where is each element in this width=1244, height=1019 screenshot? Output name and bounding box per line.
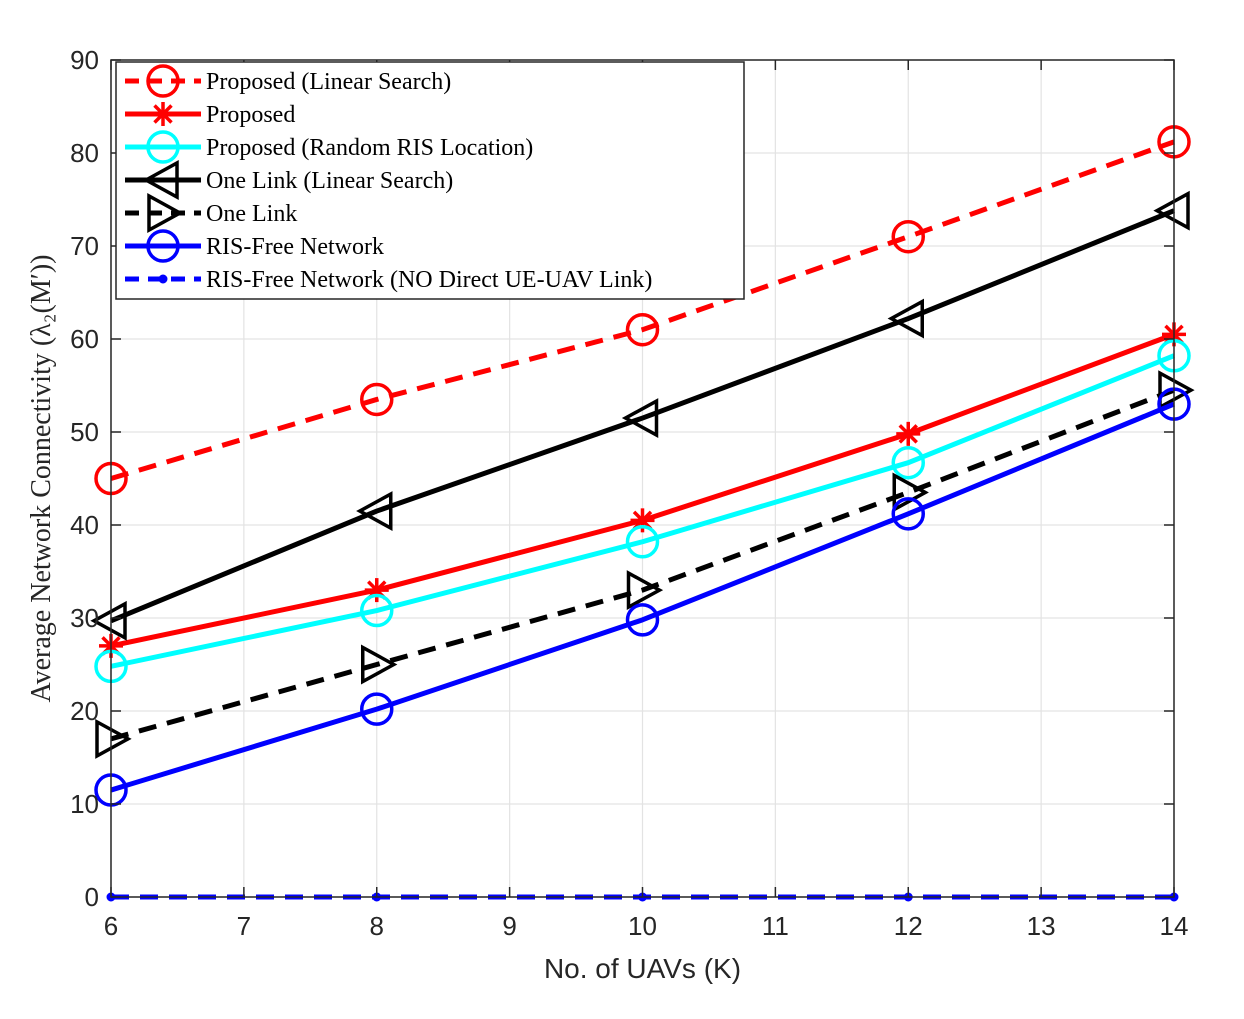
legend-label: Proposed	[206, 102, 295, 128]
x-tick-label: 8	[370, 911, 384, 941]
data-point	[360, 593, 394, 628]
y-tick-label: 10	[70, 789, 99, 819]
legend-item: One Link	[125, 193, 297, 233]
data-point	[625, 312, 660, 347]
y-tick-label: 60	[70, 324, 99, 354]
asterisk-stroke	[153, 104, 173, 124]
x-axis-label: No. of UAVs (K)	[544, 953, 741, 984]
data-point	[90, 600, 127, 641]
series-line	[110, 387, 1175, 742]
y-axis-label: Average Network Connectivity (λ₂(M′))	[26, 254, 57, 702]
legend-item: RIS-Free Network (NO Direct UE-UAV Link)	[125, 267, 652, 293]
legend-marker	[146, 64, 180, 98]
legend-marker	[158, 274, 168, 284]
data-point	[625, 603, 660, 637]
legend-item: Proposed	[125, 102, 295, 128]
series-line	[110, 401, 1175, 793]
legend-label: One Link (Linear Search)	[206, 168, 453, 194]
data-point	[95, 718, 132, 759]
legend-marker	[146, 229, 180, 263]
y-tick-label: 70	[70, 231, 99, 261]
data-point	[356, 491, 393, 532]
x-tick-label: 7	[237, 911, 251, 941]
series-4	[95, 370, 1195, 759]
legend-item: Proposed (Random RIS Location)	[125, 130, 533, 164]
legend-marker	[151, 102, 175, 126]
legend-label: One Link	[206, 201, 297, 227]
y-tick-label: 20	[70, 696, 99, 726]
data-point	[360, 382, 394, 417]
legend-marker	[147, 193, 184, 233]
x-tick-label: 9	[502, 911, 516, 941]
x-tick-label: 6	[104, 911, 118, 941]
legend-marker	[146, 130, 180, 164]
data-point	[887, 298, 924, 339]
data-point	[891, 445, 925, 480]
legend-item: One Link (Linear Search)	[125, 160, 453, 200]
x-tick-label: 10	[628, 911, 657, 941]
data-point	[891, 497, 925, 531]
legend-item: Proposed (Linear Search)	[125, 64, 451, 98]
data-point	[625, 524, 660, 559]
x-tick-label: 12	[894, 911, 923, 941]
data-point	[896, 421, 921, 446]
y-tick-label: 40	[70, 510, 99, 540]
x-tick-label: 11	[762, 911, 789, 941]
data-point	[361, 644, 398, 685]
data-point	[891, 219, 925, 254]
data-point	[1153, 190, 1190, 231]
data-point	[626, 570, 664, 611]
y-tick-label: 80	[70, 138, 99, 168]
y-tick-label: 0	[85, 882, 99, 912]
series-line	[110, 353, 1175, 669]
axis-ticks: 6 7 8 9 10 11 12 13 14 0 10 20 30 40 50 60 70 80 90	[70, 45, 1188, 941]
legend-label: RIS-Free Network	[206, 234, 384, 260]
series-line	[110, 139, 1175, 481]
legend: Proposed (Linear Search) Proposed Proposed…	[115, 61, 745, 300]
data-point	[360, 692, 394, 726]
legend-label: Proposed (Linear Search)	[206, 69, 451, 95]
y-tick-label: 30	[70, 603, 99, 633]
legend-label: Proposed (Random RIS Location)	[206, 135, 533, 161]
legend-label: RIS-Free Network (NO Direct UE-UAV Link)	[206, 267, 652, 293]
series-line	[110, 208, 1175, 624]
legend-item: RIS-Free Network	[125, 229, 384, 263]
data-point	[621, 398, 659, 439]
data-point	[1158, 370, 1195, 411]
legend-box	[115, 61, 745, 300]
x-tick-label: 13	[1027, 911, 1056, 941]
x-tick-label: 14	[1160, 911, 1189, 941]
asterisk-stroke	[898, 424, 918, 444]
y-tick-label: 50	[70, 417, 99, 447]
y-tick-label: 90	[70, 45, 99, 75]
data-point	[892, 472, 929, 513]
legend-marker	[142, 160, 179, 200]
series-3	[90, 190, 1190, 641]
